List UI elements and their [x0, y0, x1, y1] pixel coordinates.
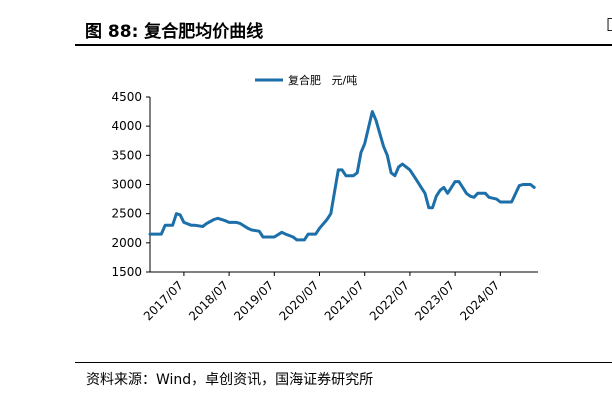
source-note: 资料来源：Wind，卓创资讯，国海证券研究所	[86, 372, 374, 388]
y-tick-label: 3000	[111, 178, 142, 192]
adjacent-figure-edge-icon: ▯	[606, 14, 612, 34]
legend-label: 复合肥 元/吨	[288, 73, 357, 87]
figure-title: 图 88: 复合肥均价曲线	[85, 22, 264, 42]
figure-title-bar: 图 88: 复合肥均价曲线	[75, 10, 612, 46]
y-tick-label: 2000	[111, 236, 142, 250]
y-tick-label: 4000	[111, 119, 142, 133]
chart-legend: 复合肥 元/吨	[255, 73, 357, 87]
source-divider	[75, 362, 612, 363]
x-tick-label: 2024/07	[457, 278, 502, 323]
price-line-chart: 复合肥 元/吨 1500 2000 2500 3000 3500 4000 4500 201…	[111, 73, 538, 323]
x-tick-label: 2019/07	[231, 278, 276, 323]
x-tick-label: 2022/07	[367, 278, 412, 323]
x-tick-label: 2017/07	[141, 278, 186, 323]
x-tick-label: 2020/07	[276, 278, 321, 323]
x-axis: 2017/07 2018/07 2019/07 2020/07 2021/07 2022/…	[141, 271, 538, 323]
x-tick-label: 2018/07	[186, 278, 231, 323]
y-tick-label: 4500	[111, 90, 142, 104]
x-tick-label: 2023/07	[412, 278, 457, 323]
title-divider	[75, 44, 612, 46]
y-tick-label: 2500	[111, 207, 142, 221]
y-axis: 1500 2000 2500 3000 3500 4000 4500	[111, 90, 151, 279]
x-tick-label: 2021/07	[322, 278, 367, 323]
y-tick-label: 1500	[111, 265, 142, 279]
y-tick-label: 3500	[111, 148, 142, 162]
series-line-compound-fertilizer	[148, 110, 536, 242]
